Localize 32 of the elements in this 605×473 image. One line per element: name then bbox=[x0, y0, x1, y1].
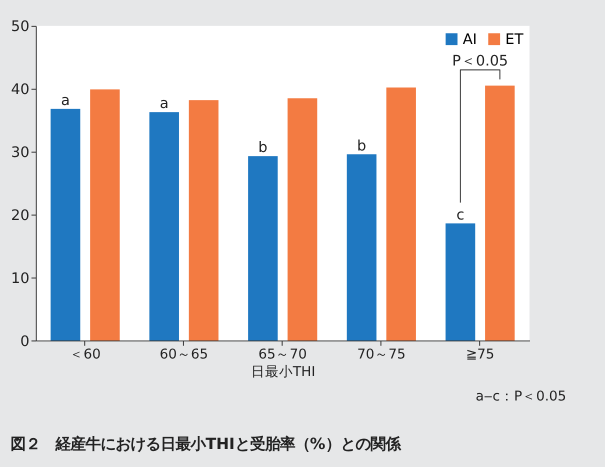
bar bbox=[288, 98, 318, 340]
y-tick-label: 20 bbox=[11, 208, 30, 224]
bar bbox=[446, 223, 476, 340]
bar bbox=[386, 88, 416, 340]
text: a‒c：P＜0.05 bbox=[476, 388, 566, 404]
legend-label: AI bbox=[462, 32, 477, 48]
x-axis-title: 日最小THI bbox=[250, 364, 316, 380]
y-tick-label: 30 bbox=[11, 145, 30, 162]
legend-label: ET bbox=[505, 32, 524, 48]
y-tick-label: 40 bbox=[11, 82, 30, 98]
x-tick-label: ＜60 bbox=[70, 346, 101, 362]
x-tick-label: 60～65 bbox=[160, 346, 208, 362]
bar bbox=[188, 100, 218, 340]
bar bbox=[149, 112, 179, 340]
bar bbox=[248, 156, 278, 340]
bar bbox=[50, 108, 80, 340]
x-tick-label: 65～70 bbox=[258, 346, 307, 362]
bar bbox=[90, 89, 120, 340]
annotation: b bbox=[258, 140, 268, 156]
annotation: a bbox=[160, 96, 169, 112]
x-tick-label: 70～75 bbox=[357, 346, 406, 362]
y-tick-label: 10 bbox=[11, 270, 30, 287]
text: 図２ 経産牛における日最小THIと受胎率（%）との関係 bbox=[10, 434, 402, 453]
y-tick-label: 0 bbox=[20, 334, 30, 350]
annotation: a bbox=[60, 93, 70, 110]
bar bbox=[346, 154, 376, 340]
annotation: P＜0.05 bbox=[452, 53, 508, 70]
annotation: c bbox=[456, 208, 464, 224]
y-tick-label: 50 bbox=[11, 19, 30, 36]
annotation: b bbox=[357, 138, 366, 154]
bar bbox=[485, 86, 515, 340]
x-tick-label: ≧75 bbox=[466, 346, 494, 362]
